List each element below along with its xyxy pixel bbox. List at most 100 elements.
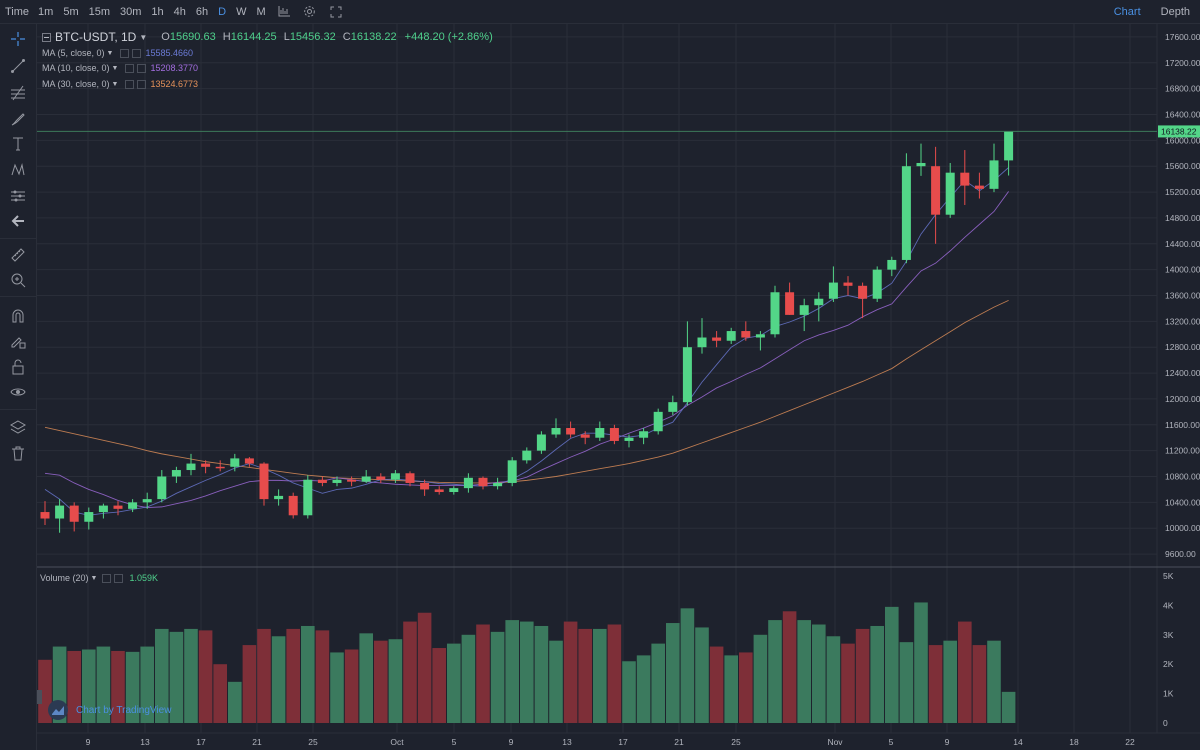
volume-bar	[549, 640, 563, 723]
lock-drawing-icon[interactable]	[6, 330, 30, 352]
ruler-icon[interactable]	[6, 244, 30, 266]
volume-bar	[724, 655, 738, 723]
interval-6h[interactable]: 6h	[195, 5, 209, 18]
zoom-icon[interactable]	[6, 269, 30, 291]
layers-icon[interactable]	[6, 416, 30, 438]
time-label: Time	[5, 5, 30, 18]
interval-w[interactable]: W	[236, 5, 247, 18]
close-icon[interactable]	[137, 79, 147, 89]
collapse-legend-icon[interactable]	[42, 33, 51, 42]
candle-body	[303, 479, 313, 516]
drawing-toolbar	[0, 24, 37, 750]
volume-bar	[593, 628, 607, 723]
chart-type-icon[interactable]	[277, 5, 291, 19]
time-tick-label: 5	[889, 737, 894, 747]
volume-bar	[242, 645, 257, 723]
volume-bar	[374, 640, 388, 723]
chevron-down-icon[interactable]: ▼	[139, 33, 148, 42]
interval-4h[interactable]: 4h	[173, 5, 186, 18]
pane-collapse-handle[interactable]	[37, 690, 42, 704]
interval-5m[interactable]: 5m	[63, 5, 79, 18]
eye-icon[interactable]	[6, 381, 30, 403]
volume-bar	[622, 661, 636, 723]
settings-icon[interactable]	[125, 79, 135, 89]
price-chart[interactable]: 17600.00 17200.00 16800.00 16400.00 16000.00…	[37, 24, 1200, 750]
gear-icon[interactable]	[303, 5, 317, 19]
price-tick-label: 16000.00	[1165, 135, 1200, 145]
trash-icon[interactable]	[6, 442, 30, 464]
volume-bar	[111, 650, 125, 723]
candle-body	[536, 434, 546, 451]
volume-bar	[82, 649, 96, 723]
candle-body	[828, 282, 838, 299]
ma30-legend[interactable]: MA (30, close, 0) ▼ 13524.6773	[42, 77, 493, 92]
candle-body	[449, 488, 459, 493]
ma30-label[interactable]: MA (30, close, 0)	[42, 78, 110, 89]
volume-bar	[184, 628, 198, 723]
price-tick-label: 14400.00	[1165, 239, 1200, 249]
volume-bar	[228, 681, 242, 723]
ma5-label[interactable]: MA (5, close, 0)	[42, 47, 105, 58]
tradingview-watermark[interactable]: Chart by TradingView	[48, 700, 171, 720]
settings-icon[interactable]	[120, 48, 130, 58]
close-icon[interactable]	[132, 48, 142, 58]
settings-icon[interactable]	[102, 573, 112, 583]
brush-icon[interactable]	[6, 108, 30, 130]
volume-bar	[461, 634, 476, 723]
candle-body	[916, 162, 926, 167]
price-tick-label: 13200.00	[1165, 316, 1200, 326]
pattern-icon[interactable]	[6, 159, 30, 181]
chevron-down-icon[interactable]: ▼	[111, 65, 119, 72]
candle-body	[171, 470, 181, 477]
volume-tick-label: 5K	[1163, 571, 1174, 581]
candle-body	[128, 502, 138, 509]
fib-icon[interactable]	[6, 82, 30, 104]
volume-bar	[812, 624, 826, 723]
candle-body	[317, 479, 327, 483]
symbol-label[interactable]: BTC-USDT, 1D	[55, 30, 137, 44]
crosshair-icon[interactable]	[6, 28, 30, 50]
interval-1m[interactable]: 1m	[38, 5, 54, 18]
close-icon[interactable]	[137, 64, 147, 73]
volume-bar	[140, 646, 154, 723]
volume-bar	[520, 621, 534, 723]
chevron-down-icon[interactable]: ▼	[111, 80, 119, 88]
tab-depth[interactable]: Depth	[1160, 6, 1190, 18]
candle-body	[755, 334, 765, 338]
interval-30m[interactable]: 30m	[120, 5, 142, 18]
unlock-icon[interactable]	[6, 356, 30, 378]
price-tick-label: 14000.00	[1165, 265, 1200, 275]
tab-chart[interactable]: Chart	[1113, 6, 1141, 18]
candle-body	[288, 495, 298, 516]
ma10-legend[interactable]: MA (10, close, 0) ▼ 15208.3770	[42, 61, 493, 76]
candle-body	[376, 476, 386, 480]
trend-line-icon[interactable]	[6, 55, 30, 77]
chevron-down-icon[interactable]: ▼	[90, 574, 98, 582]
volume-legend[interactable]: Volume (20) ▼ 1.059K	[40, 573, 158, 583]
candle-body	[595, 428, 605, 438]
text-icon[interactable]	[6, 133, 30, 155]
candle-body	[69, 505, 79, 522]
ma5-legend[interactable]: MA (5, close, 0) ▼ 15585.4660	[42, 46, 493, 61]
volume-bar	[563, 621, 578, 723]
fullscreen-icon[interactable]	[329, 5, 343, 19]
interval-1h[interactable]: 1h	[151, 5, 164, 18]
price-tick-label: 16800.00	[1165, 84, 1200, 94]
volume-bar	[914, 602, 928, 723]
interval-15m[interactable]: 15m	[88, 5, 111, 18]
price-tick-label: 16400.00	[1165, 110, 1200, 120]
volume-bar	[943, 640, 957, 723]
time-tick-label: 14	[1013, 737, 1023, 747]
ma10-label[interactable]: MA (10, close, 0)	[42, 63, 110, 73]
interval-m[interactable]: M	[256, 5, 266, 18]
volume-bar	[666, 623, 680, 723]
interval-d[interactable]: D	[218, 5, 227, 18]
chevron-down-icon[interactable]: ▼	[106, 49, 114, 57]
settings-icon[interactable]	[125, 64, 135, 73]
close-icon[interactable]	[114, 573, 124, 583]
prediction-icon[interactable]	[6, 185, 30, 207]
candle-body	[770, 292, 780, 335]
magnet-icon[interactable]	[6, 305, 30, 327]
back-arrow-icon[interactable]	[6, 210, 30, 232]
volume-label[interactable]: Volume (20)	[40, 573, 89, 583]
